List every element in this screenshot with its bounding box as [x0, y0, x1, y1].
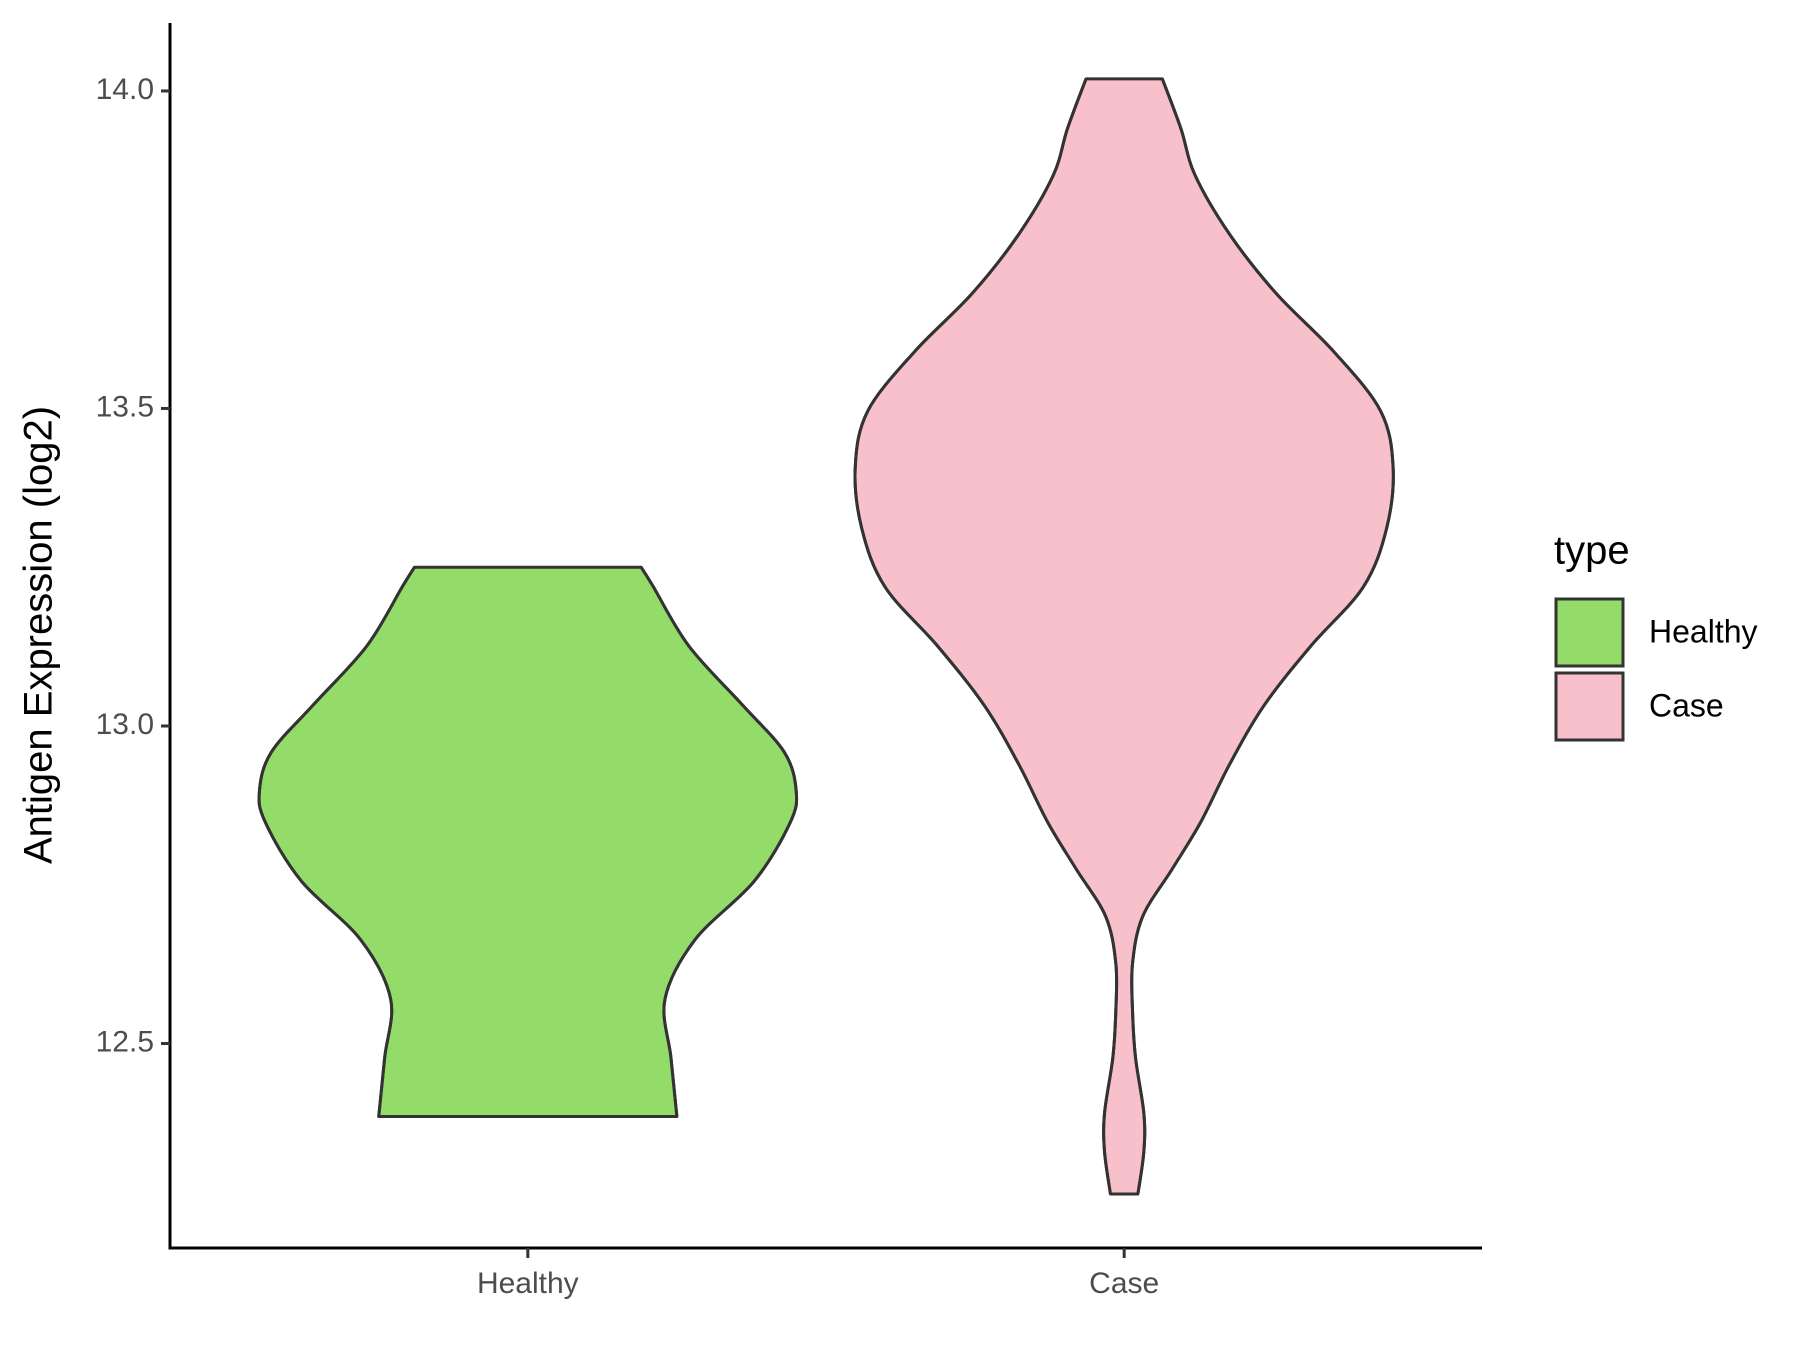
- violin-body: [257, 565, 799, 1119]
- violin-body: [853, 77, 1395, 1196]
- y-tick-label: 13.5: [96, 390, 154, 423]
- legend-label: Case: [1649, 687, 1724, 723]
- y-tick-label: 13.0: [96, 708, 154, 741]
- x-tick-label: Healthy: [477, 1267, 579, 1300]
- violin-outline-left: [853, 78, 1119, 1195]
- y-axis-title: Antigen Expression (log2): [17, 406, 61, 864]
- legend-key: [1554, 671, 1625, 742]
- violin-outline-left: [257, 566, 416, 1117]
- legend-key: [1554, 597, 1625, 668]
- violin-outline-right: [1130, 78, 1395, 1195]
- y-tick-label: 14.0: [96, 73, 154, 106]
- x-tick-label: Case: [1089, 1267, 1159, 1300]
- legend-label: Healthy: [1649, 613, 1758, 649]
- y-tick-label: 12.5: [96, 1025, 154, 1058]
- legend-title: type: [1554, 529, 1630, 573]
- violin-outline-right: [639, 566, 799, 1117]
